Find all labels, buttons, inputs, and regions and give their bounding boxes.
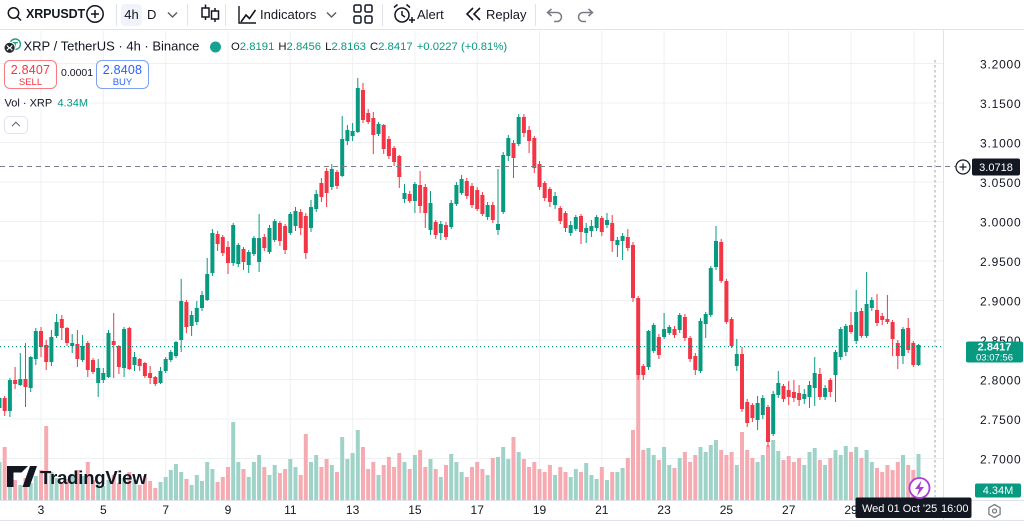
svg-text:4.34M: 4.34M (983, 485, 1014, 497)
svg-text:15: 15 (408, 503, 422, 517)
svg-text:3.0500: 3.0500 (980, 176, 1022, 190)
svg-text:2.8000: 2.8000 (980, 374, 1022, 388)
svg-text:17: 17 (471, 503, 485, 517)
svg-text:3.1000: 3.1000 (980, 137, 1022, 151)
svg-text:3.0000: 3.0000 (980, 216, 1022, 230)
svg-text:2.9500: 2.9500 (980, 255, 1022, 269)
svg-text:2.7500: 2.7500 (980, 413, 1022, 427)
svg-text:7: 7 (162, 503, 169, 517)
svg-text:3.0718: 3.0718 (979, 162, 1013, 174)
svg-text:03:07:56: 03:07:56 (976, 353, 1013, 364)
svg-text:5: 5 (100, 503, 107, 517)
svg-text:27: 27 (782, 503, 796, 517)
svg-text:29: 29 (844, 503, 858, 517)
svg-text:3.2000: 3.2000 (980, 58, 1022, 72)
svg-text:19: 19 (533, 503, 547, 517)
svg-text:2.7000: 2.7000 (980, 453, 1022, 467)
svg-text:11: 11 (284, 503, 297, 517)
svg-text:2.9000: 2.9000 (980, 295, 1022, 309)
svg-text:23: 23 (657, 503, 671, 517)
svg-text:21: 21 (595, 503, 609, 517)
svg-text:3: 3 (38, 503, 45, 517)
svg-text:13: 13 (346, 503, 360, 517)
svg-text:XRP / TetherUS · 4h · Binance: XRP / TetherUS · 4h · Binance (24, 39, 200, 54)
svg-text:3.1500: 3.1500 (980, 97, 1022, 111)
svg-text:Wed 01 Oct '25: Wed 01 Oct '25 (862, 503, 937, 515)
svg-text:TradingView: TradingView (40, 467, 147, 488)
svg-text:2.8417: 2.8417 (978, 342, 1012, 354)
svg-text:25: 25 (720, 503, 734, 517)
svg-text:16:00: 16:00 (941, 503, 969, 515)
svg-text:9: 9 (225, 503, 232, 517)
